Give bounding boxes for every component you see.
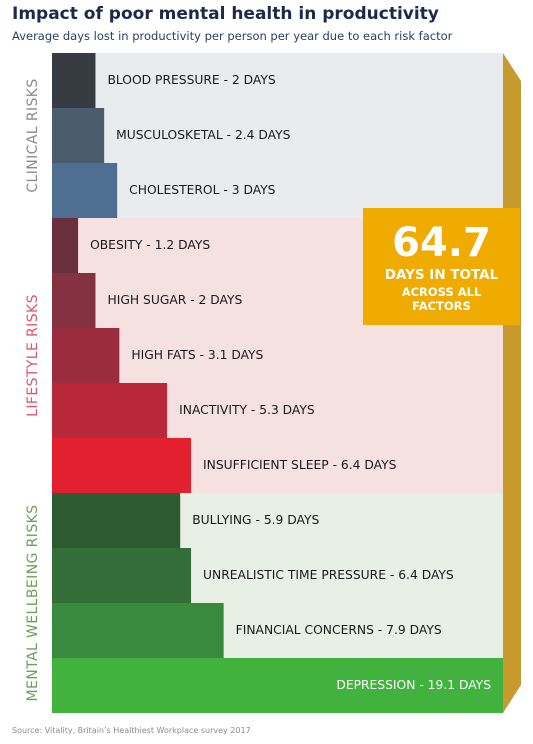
bar-label-unrealistic-time-pressure: UNREALISTIC TIME PRESSURE - 6.4 DAYS xyxy=(203,568,454,582)
bar-insufficient-sleep xyxy=(52,438,192,493)
bar-label-cholesterol: CHOLESTEROL - 3 DAYS xyxy=(129,183,276,197)
chart-title: Impact of poor mental health in producti… xyxy=(12,4,439,24)
group-label-lifestyle: LIFESTYLE RISKS xyxy=(25,294,41,417)
bar-label-obesity: OBESITY - 1.2 DAYS xyxy=(90,238,210,252)
bar-label-financial-concerns: FINANCIAL CONCERNS - 7.9 DAYS xyxy=(236,623,442,637)
bar-unrealistic-time-pressure xyxy=(52,548,192,603)
group-label-clinical: CLINICAL RISKS xyxy=(25,78,41,192)
total-callout: 64.7 DAYS IN TOTAL ACROSS ALL FACTORS xyxy=(363,208,520,325)
bar-label-blood-pressure: BLOOD PRESSURE - 2 DAYS xyxy=(107,73,275,87)
chart-subtitle: Average days lost in productivity per pe… xyxy=(12,29,453,43)
total-subtext: ACROSS ALL FACTORS xyxy=(401,285,482,313)
bar-label-depression: DEPRESSION - 19.1 DAYS xyxy=(336,678,491,692)
bar-bullying xyxy=(52,493,181,548)
bar-label-high-sugar: HIGH SUGAR - 2 DAYS xyxy=(107,293,242,307)
bar-label-insufficient-sleep: INSUFFICIENT SLEEP - 6.4 DAYS xyxy=(203,458,397,472)
bar-label-high-fats: HIGH FATS - 3.1 DAYS xyxy=(131,348,263,362)
bar-depression xyxy=(52,658,503,713)
bar-blood-pressure xyxy=(52,53,96,108)
bar-financial-concerns xyxy=(52,603,224,658)
bar-label-bullying: BULLYING - 5.9 DAYS xyxy=(192,513,319,527)
bar-obesity xyxy=(52,218,79,273)
bar-cholesterol xyxy=(52,163,118,218)
bar-high-fats xyxy=(52,328,120,383)
total-arrow xyxy=(503,53,521,713)
total-text: DAYS IN TOTAL xyxy=(384,267,499,283)
bar-label-musculosketal: MUSCULOSKETAL - 2.4 DAYS xyxy=(116,128,290,142)
source-note: Source: Vitality, Britain’s Healthiest W… xyxy=(12,726,251,735)
total-value: 64.7 xyxy=(392,220,491,266)
group-label-wellbeing: MENTAL WELLBEING RISKS xyxy=(25,505,41,702)
bar-musculosketal xyxy=(52,108,105,163)
bar-inactivity xyxy=(52,383,168,438)
band-clinical xyxy=(52,53,503,218)
bar-high-sugar xyxy=(52,273,96,328)
bar-label-inactivity: INACTIVITY - 5.3 DAYS xyxy=(179,403,315,417)
